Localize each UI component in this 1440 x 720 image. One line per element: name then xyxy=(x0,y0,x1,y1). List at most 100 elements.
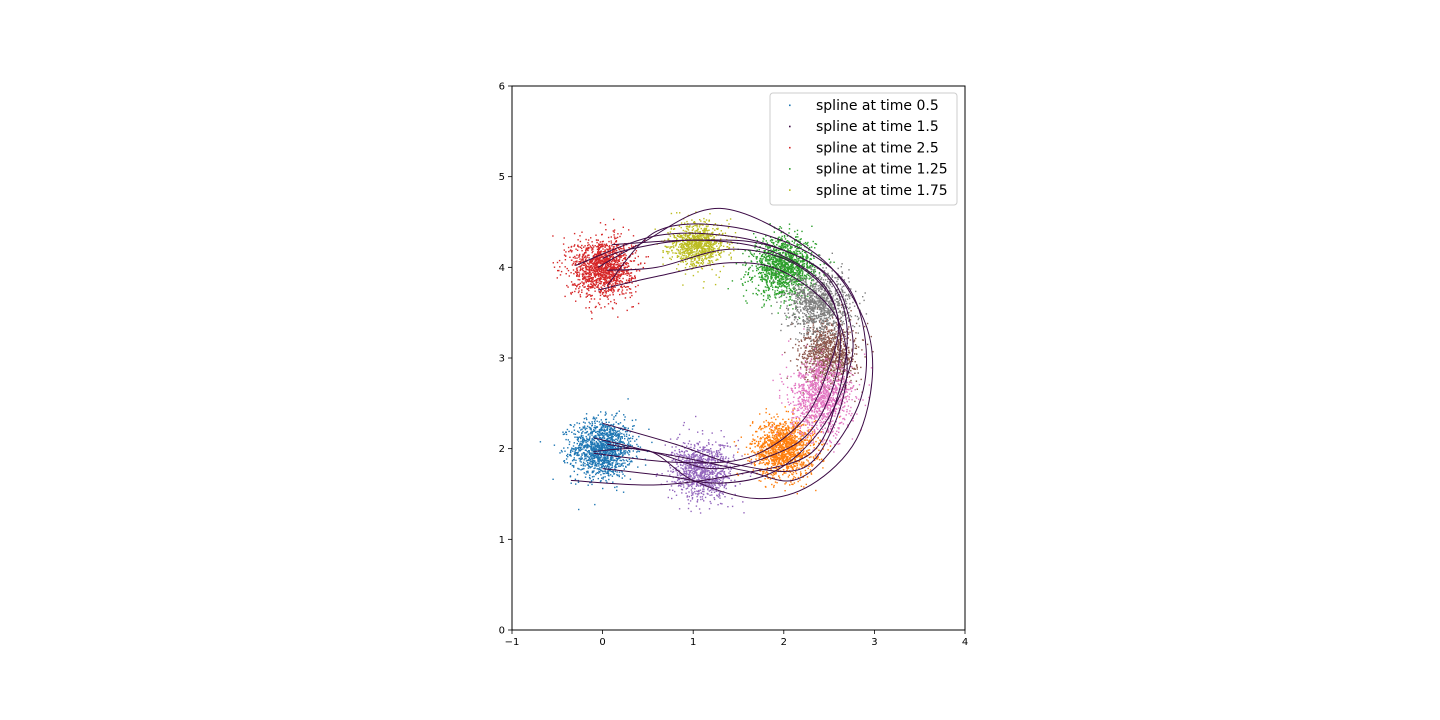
scatter-point xyxy=(620,255,622,257)
scatter-point xyxy=(619,254,621,257)
scatter-point xyxy=(598,445,600,447)
scatter-point xyxy=(603,283,606,285)
scatter-point xyxy=(613,231,615,233)
scatter-point xyxy=(611,263,613,266)
scatter-point xyxy=(759,470,761,472)
scatter-point xyxy=(607,262,609,265)
scatter-point xyxy=(595,445,597,447)
scatter-point xyxy=(615,430,617,432)
scatter-point xyxy=(611,434,613,436)
scatter-point xyxy=(778,262,780,265)
scatter-point xyxy=(790,452,792,454)
scatter-point xyxy=(585,270,587,273)
scatter-point xyxy=(812,444,815,446)
scatter-point xyxy=(593,475,595,478)
scatter-point xyxy=(628,277,631,280)
scatter-point xyxy=(751,281,753,283)
scatter-point xyxy=(789,439,791,441)
scatter-point xyxy=(781,448,783,450)
scatter-point xyxy=(801,432,803,434)
scatter-point xyxy=(576,260,578,262)
scatter-point xyxy=(580,447,582,449)
scatter-point xyxy=(593,453,595,455)
scatter-point xyxy=(610,265,612,267)
scatter-point xyxy=(778,434,780,437)
scatter-point xyxy=(597,454,599,457)
scatter-point xyxy=(599,434,601,436)
scatter-point xyxy=(599,298,601,300)
scatter-point xyxy=(586,444,588,446)
scatter-point xyxy=(779,292,781,294)
scatter-point xyxy=(781,243,784,245)
scatter-point xyxy=(600,265,602,268)
scatter-point xyxy=(786,431,789,433)
scatter-point xyxy=(805,442,808,444)
scatter-point xyxy=(583,438,585,440)
scatter-point xyxy=(630,275,632,277)
scatter-point xyxy=(601,470,603,472)
scatter-point xyxy=(798,460,800,462)
scatter-point xyxy=(612,481,614,483)
scatter-point xyxy=(609,450,611,452)
scatter-point xyxy=(595,461,597,464)
scatter-point xyxy=(617,434,619,436)
scatter-point xyxy=(793,429,795,432)
scatter-point xyxy=(620,452,623,455)
scatter-point xyxy=(765,269,767,271)
scatter-point xyxy=(780,263,783,265)
scatter-point xyxy=(606,266,608,268)
scatter-point xyxy=(776,275,779,278)
scatter-point xyxy=(592,281,594,283)
scatter-point xyxy=(621,436,623,438)
scatter-point xyxy=(582,448,584,450)
scatter-point xyxy=(793,259,796,261)
scatter-point xyxy=(593,448,595,451)
scatter-point xyxy=(762,240,764,242)
scatter-point xyxy=(784,490,786,492)
scatter-point xyxy=(598,470,600,472)
scatter-point xyxy=(606,481,608,483)
scatter-point xyxy=(807,271,809,273)
scatter-point xyxy=(768,298,771,301)
scatter-point xyxy=(596,437,598,439)
scatter-point xyxy=(613,284,615,287)
scatter-point xyxy=(583,441,585,443)
scatter-point xyxy=(787,248,789,250)
scatter-point xyxy=(789,438,791,440)
scatter-point xyxy=(628,247,630,249)
scatter-point xyxy=(783,266,785,269)
scatter-point xyxy=(603,452,605,454)
scatter-point xyxy=(603,273,606,275)
scatter-point xyxy=(601,459,604,462)
scatter-point xyxy=(810,464,812,466)
scatter-point xyxy=(793,242,795,244)
scatter-point xyxy=(607,303,610,305)
scatter-point xyxy=(800,238,802,240)
scatter-point xyxy=(807,274,810,276)
scatter-point xyxy=(588,453,591,456)
scatter-point xyxy=(595,305,597,308)
scatter-point xyxy=(603,424,605,427)
scatter-point xyxy=(798,443,801,445)
scatter-point xyxy=(804,444,807,446)
scatter-point xyxy=(779,458,781,460)
scatter-point xyxy=(770,451,772,453)
scatter-point xyxy=(561,451,563,453)
scatter-point xyxy=(770,278,772,280)
scatter-point xyxy=(789,445,791,448)
scatter-point xyxy=(593,266,595,268)
scatter-point xyxy=(597,468,599,470)
scatter-point xyxy=(605,291,607,293)
scatter-point xyxy=(788,443,790,445)
scatter-point xyxy=(780,264,782,266)
scatter-point xyxy=(592,417,594,420)
scatter-point xyxy=(594,422,596,424)
scatter-point xyxy=(791,448,793,451)
scatter-point xyxy=(806,277,808,279)
scatter-point xyxy=(790,456,793,458)
scatter-point xyxy=(785,440,787,443)
scatter-point xyxy=(783,270,786,272)
scatter-point xyxy=(807,442,810,444)
scatter-point xyxy=(788,287,790,289)
scatter-point xyxy=(631,428,634,430)
